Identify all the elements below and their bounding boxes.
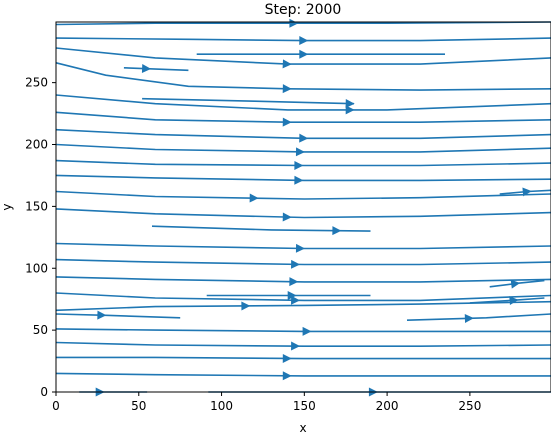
streamline-arrow-26 (464, 313, 474, 323)
streamline-arrow-28 (291, 341, 301, 351)
streamline-arrow-13 (249, 193, 259, 203)
chart-title: Step: 2000 (265, 2, 342, 18)
y-axis-label: y (0, 203, 14, 210)
streamline-arrow-22 (241, 301, 251, 311)
y-tick-label-3: 150 (25, 199, 48, 213)
streamline-7 (142, 97, 355, 105)
streamline-12 (55, 174, 551, 182)
x-tick-label-4: 200 (376, 399, 399, 413)
streamline-4 (123, 67, 189, 72)
streamline-arrow-9 (299, 133, 309, 143)
streamline-11 (55, 159, 551, 167)
streamline-29 (56, 356, 551, 360)
streamline-arrow-29 (282, 353, 292, 363)
streamline-20 (55, 292, 551, 302)
streamline-15 (55, 208, 551, 219)
streamline-arrow-0 (289, 18, 299, 28)
y-tick-label-0: 0 (40, 385, 48, 399)
streamline-arrow-8 (282, 117, 292, 127)
streamline-5 (55, 62, 551, 91)
streamline-arrow-19 (289, 277, 299, 287)
y-tick-label-5: 250 (25, 76, 48, 90)
streamline-22 (55, 300, 551, 312)
streamline-arrow-4 (141, 64, 152, 74)
streamline-arrow-24 (510, 279, 521, 289)
streamline-arrow-3 (282, 59, 292, 69)
streamline-arrow-11 (294, 160, 304, 170)
streamline-arrow-1 (299, 36, 309, 46)
streamline-arrow-17 (295, 243, 305, 253)
streamline-arrow-23 (509, 296, 519, 306)
x-axis-label: x (299, 421, 306, 435)
x-tick-label-0: 0 (52, 399, 60, 413)
streamline-arrow-21 (287, 291, 297, 300)
streamline-arrow-20 (291, 295, 301, 305)
streamline-13 (55, 190, 551, 200)
streamlines-group (55, 18, 551, 397)
y-tick-label-4: 200 (25, 138, 48, 152)
y-tick-label-2: 100 (25, 261, 48, 275)
plot-frame (55, 21, 551, 393)
streamline-arrow-10 (295, 147, 305, 157)
streamline-arrow-27 (302, 326, 312, 336)
streamline-26 (406, 313, 551, 321)
streamline-arrow-6 (345, 105, 355, 115)
y-axis-ticks: 0 50 100 150 200 250 (25, 76, 56, 399)
x-axis-ticks: 0 50 100 150 200 250 (52, 392, 481, 413)
x-tick-label-3: 150 (293, 399, 316, 413)
streamline-arrow-18 (291, 259, 301, 269)
streamline-arrow-7 (345, 98, 355, 108)
streamline-19 (55, 276, 551, 283)
streamline-0 (55, 21, 551, 26)
streamline-8 (55, 111, 551, 123)
streamline-18 (55, 258, 551, 266)
streamline-arrow-30 (282, 371, 292, 381)
streamline-28 (55, 341, 551, 347)
streamline-10 (55, 143, 551, 153)
streamline-25 (55, 313, 181, 319)
x-tick-label-5: 250 (458, 399, 481, 413)
streamline-arrow-25 (97, 310, 107, 320)
streamline-arrow-5 (282, 84, 292, 94)
x-tick-label-1: 50 (131, 399, 146, 413)
streamline-arrow-14 (522, 187, 532, 197)
y-tick-label-1: 50 (33, 323, 48, 337)
streamline-arrow-12 (294, 175, 304, 185)
streamline-arrow-15 (282, 212, 292, 222)
streamline-arrow-2 (299, 49, 309, 59)
streamline-30 (55, 372, 551, 377)
x-tick-label-2: 100 (210, 399, 233, 413)
streamline-arrow-16 (332, 226, 342, 236)
streamline-6 (55, 94, 551, 111)
